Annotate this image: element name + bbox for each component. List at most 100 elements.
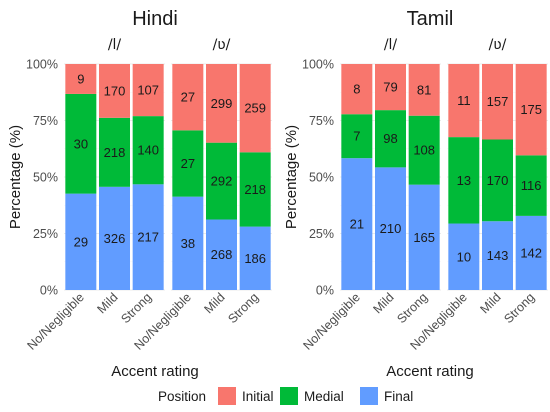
bar-no-negligible: 38 27 27: [172, 64, 204, 290]
y-tick-label: 25%: [309, 227, 334, 241]
segment-value-label: 175: [520, 102, 542, 117]
bar-segment-final: [375, 167, 406, 290]
x-tick-label: No/Negligible: [300, 290, 363, 353]
bar-segment-medial: [375, 110, 406, 168]
segment-value-label: 79: [383, 80, 397, 95]
segment-value-label: 98: [383, 131, 397, 146]
segment-value-label: 29: [74, 234, 88, 249]
segment-value-label: 9: [77, 71, 84, 86]
x-tick-label: Strong: [501, 290, 537, 326]
y-tick-label: 0%: [40, 284, 58, 298]
facet: /l/21 7 8 No/Negligible 210 98 79 Mild 165 108 81 S…: [300, 37, 441, 353]
legend-swatch: [280, 387, 298, 405]
legend-item-final: Final: [360, 387, 413, 405]
legend-swatch: [218, 387, 236, 405]
bar-segment-initial: [65, 64, 97, 94]
legend: Position Initial Medial Final: [158, 387, 413, 405]
bar-segment-initial: [341, 64, 373, 115]
x-tick-label: Strong: [394, 290, 430, 326]
bar-segment-final: [448, 223, 480, 290]
bar-segment-initial: [132, 64, 164, 117]
segment-value-label: 299: [211, 96, 233, 111]
segment-value-label: 140: [137, 143, 159, 158]
x-tick-label: Mild: [95, 290, 121, 316]
segment-value-label: 116: [521, 178, 542, 193]
bar-segment-final: [99, 186, 130, 290]
segment-value-label: 259: [244, 101, 266, 116]
y-tick-label: 75%: [33, 114, 58, 128]
bar-no-negligible: 21 7 8: [341, 64, 373, 290]
bar-segment-final: [172, 196, 204, 290]
bar-segment-medial: [132, 116, 164, 185]
bar-segment-final: [341, 158, 373, 290]
y-axis-label: Percentage (%): [7, 125, 24, 229]
segment-value-label: 8: [353, 82, 360, 97]
bar-segment-initial: [448, 64, 480, 138]
bar-mild: 268 292 299: [206, 64, 237, 290]
bar-segment-final: [515, 215, 547, 290]
segment-value-label: 326: [104, 231, 126, 246]
facet-strip-label: /ʋ/: [489, 37, 507, 53]
y-tick-label: 75%: [309, 114, 334, 128]
bar-mild: 210 98 79: [375, 64, 406, 290]
bar-segment-medial: [206, 142, 237, 220]
panel-title: Tamil: [407, 8, 454, 30]
bar-segment-medial: [65, 93, 97, 194]
bar-segment-final: [482, 221, 513, 290]
x-axis-label: Accent rating: [111, 363, 199, 380]
bar-segment-initial: [206, 64, 237, 143]
bar-mild: 143 170 157: [482, 64, 513, 290]
facet-strip-label: /l/: [384, 37, 398, 53]
x-tick-label: Mild: [478, 290, 504, 316]
y-tick-label: 50%: [309, 171, 334, 185]
facet: /l/29 30 9 No/Negligible 326 218 170 Mild 217 140…: [24, 37, 165, 353]
bar-strong: 165 108 81: [408, 64, 440, 290]
bar-segment-medial: [515, 155, 547, 216]
segment-value-label: 7: [353, 129, 360, 144]
segment-value-label: 81: [417, 82, 431, 97]
bar-segment-initial: [482, 64, 513, 140]
x-tick-label: Strong: [118, 290, 154, 326]
bar-segment-final: [65, 193, 97, 290]
segment-value-label: 27: [181, 90, 195, 105]
legend-swatch: [360, 387, 378, 405]
facet-strip-label: /l/: [108, 37, 122, 53]
segment-value-label: 10: [457, 249, 471, 264]
segment-value-label: 143: [487, 248, 509, 263]
segment-value-label: 108: [413, 143, 435, 158]
bar-strong: 217 140 107: [132, 64, 164, 290]
bar-segment-initial: [408, 64, 440, 116]
legend-label: Medial: [304, 389, 344, 404]
bar-segment-final: [132, 184, 164, 290]
bar-segment-initial: [375, 64, 406, 111]
segment-value-label: 268: [211, 247, 233, 262]
bar-segment-final: [239, 226, 271, 290]
panel-tamil: Tamil Percentage (%) 0% 25% 50% 75% 100% Accent…: [283, 8, 548, 380]
segment-value-label: 27: [181, 156, 195, 171]
y-axis-label: Percentage (%): [283, 125, 300, 229]
x-axis-label: Accent rating: [386, 363, 474, 380]
panel-title: Hindi: [132, 8, 178, 30]
segment-value-label: 30: [74, 136, 88, 151]
bar-strong: 142 116 175: [515, 64, 547, 290]
y-tick-label: 100%: [302, 58, 334, 72]
segment-value-label: 142: [520, 245, 542, 260]
segment-value-label: 170: [104, 83, 126, 98]
bar-segment-initial: [99, 64, 130, 118]
legend-label: Initial: [242, 389, 274, 404]
segment-value-label: 218: [104, 145, 126, 160]
legend-item-medial: Medial: [280, 387, 344, 405]
segment-value-label: 170: [487, 173, 509, 188]
segment-value-label: 292: [211, 174, 233, 189]
y-tick-label: 0%: [316, 284, 334, 298]
bar-segment-medial: [239, 152, 271, 227]
segment-value-label: 157: [487, 94, 509, 109]
segment-value-label: 13: [457, 173, 471, 188]
bar-segment-initial: [172, 64, 204, 131]
bar-segment-medial: [448, 137, 480, 224]
segment-value-label: 186: [244, 251, 266, 266]
segment-value-label: 210: [380, 221, 402, 236]
bar-mild: 326 218 170: [99, 64, 130, 290]
